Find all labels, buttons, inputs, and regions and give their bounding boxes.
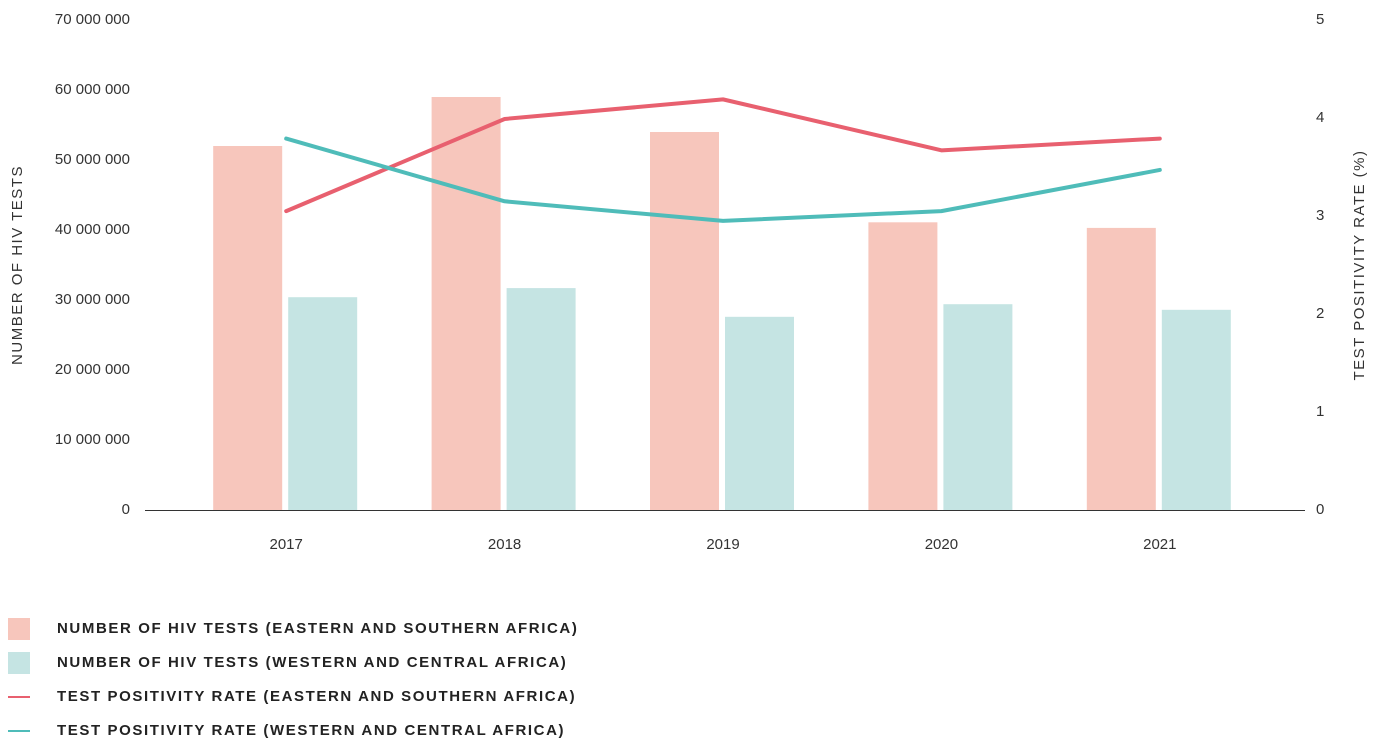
bar [1086, 227, 1156, 510]
line [284, 136, 1162, 223]
y-tick-label: 20 000 000 [55, 361, 130, 378]
bar [1161, 309, 1231, 510]
x-tick-label: 2019 [706, 536, 739, 553]
y2-tick-label: 5 [1316, 11, 1324, 28]
bar [213, 146, 283, 510]
y2-tick-label: 1 [1316, 403, 1324, 420]
y-tick-label: 40 000 000 [55, 221, 130, 238]
legend-label: NUMBER OF HIV TESTS (WESTERN AND CENTRAL… [57, 654, 567, 671]
legend-swatch [8, 652, 30, 674]
bar [506, 288, 576, 510]
legend-label: NUMBER OF HIV TESTS (EASTERN AND SOUTHER… [57, 620, 578, 637]
legend-swatch [8, 618, 30, 640]
legend-label: TEST POSITIVITY RATE (WESTERN AND CENTRA… [57, 722, 565, 739]
bar [650, 132, 719, 510]
y-tick-label: 60 000 000 [55, 81, 130, 98]
y2-tick-label: 2 [1316, 305, 1324, 322]
y2-tick-label: 4 [1316, 109, 1324, 126]
x-tick-label: 2021 [1143, 536, 1176, 553]
y2-tick-label: 3 [1316, 207, 1324, 224]
x-tick-label: 2018 [488, 536, 521, 553]
y-tick-label: 10 000 000 [55, 431, 130, 448]
y2-axis-title: TEST POSITIVITY RATE (%) [1351, 149, 1368, 380]
bar [431, 97, 501, 510]
bar [943, 304, 1013, 510]
y-tick-label: 30 000 000 [55, 291, 130, 308]
legend-label: TEST POSITIVITY RATE (EASTERN AND SOUTHE… [57, 688, 576, 705]
y-tick-label: 0 [122, 501, 130, 518]
bar [868, 222, 938, 511]
line [284, 97, 1162, 214]
bar [288, 297, 358, 510]
bar [725, 316, 794, 510]
x-tick-label: 2017 [270, 536, 303, 553]
y2-tick-label: 0 [1316, 501, 1324, 518]
y-tick-label: 70 000 000 [55, 11, 130, 28]
x-tick-label: 2020 [925, 536, 958, 553]
y-axis-title: NUMBER OF HIV TESTS [9, 165, 26, 365]
y-tick-label: 50 000 000 [55, 151, 130, 168]
